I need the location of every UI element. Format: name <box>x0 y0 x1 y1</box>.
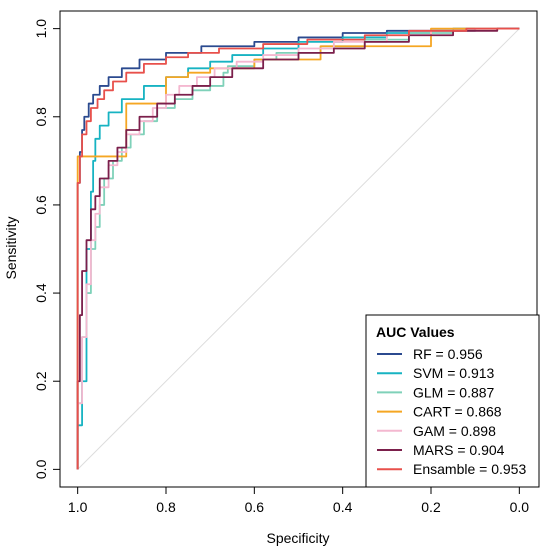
y-axis-label: Sensitivity <box>3 216 19 279</box>
legend-entry-label: SVM = 0.913 <box>413 365 495 381</box>
y-tick-label: 0.4 <box>33 283 49 303</box>
x-tick-label: 1.0 <box>68 499 88 515</box>
legend-box <box>365 314 540 488</box>
x-tick-label: 0.6 <box>245 499 265 515</box>
series-line-cart <box>76 27 520 470</box>
series-line-ensamble <box>76 27 520 470</box>
x-axis-label: Specificity <box>266 530 329 546</box>
legend-entry-label: MARS = 0.904 <box>413 442 505 458</box>
series-line-mars <box>76 27 520 470</box>
x-tick-label: 0.4 <box>333 499 353 515</box>
y-tick-label: 0.0 <box>33 459 49 479</box>
y-tick-label: 0.8 <box>33 107 49 127</box>
plot-frame <box>59 10 538 488</box>
legend: AUC Values RF = 0.956 SVM = 0.913 GLM = 0.… <box>365 314 540 488</box>
x-tick-label: 0.0 <box>510 499 530 515</box>
series-line-gam <box>76 27 520 470</box>
axes: 1.0 0.8 0.6 0.4 0.2 0.0 0.0 0.2 0.4 0.6 0.8 1.0 <box>33 19 529 515</box>
plot-area <box>76 27 520 470</box>
legend-entry-label: Ensamble = 0.953 <box>413 461 526 477</box>
legend-title: AUC Values <box>376 324 455 340</box>
x-tick-label: 0.8 <box>156 499 176 515</box>
legend-entry-label: GAM = 0.898 <box>413 423 496 439</box>
reference-diagonal <box>77 28 520 470</box>
y-tick-label: 0.6 <box>33 195 49 215</box>
legend-entry-label: CART = 0.868 <box>413 404 502 420</box>
legend-entry-label: GLM = 0.887 <box>413 384 495 400</box>
y-tick-label: 1.0 <box>33 19 49 39</box>
y-tick-label: 0.2 <box>33 371 49 391</box>
legend-entry-label: RF = 0.956 <box>413 346 483 362</box>
x-tick-label: 0.2 <box>421 499 441 515</box>
